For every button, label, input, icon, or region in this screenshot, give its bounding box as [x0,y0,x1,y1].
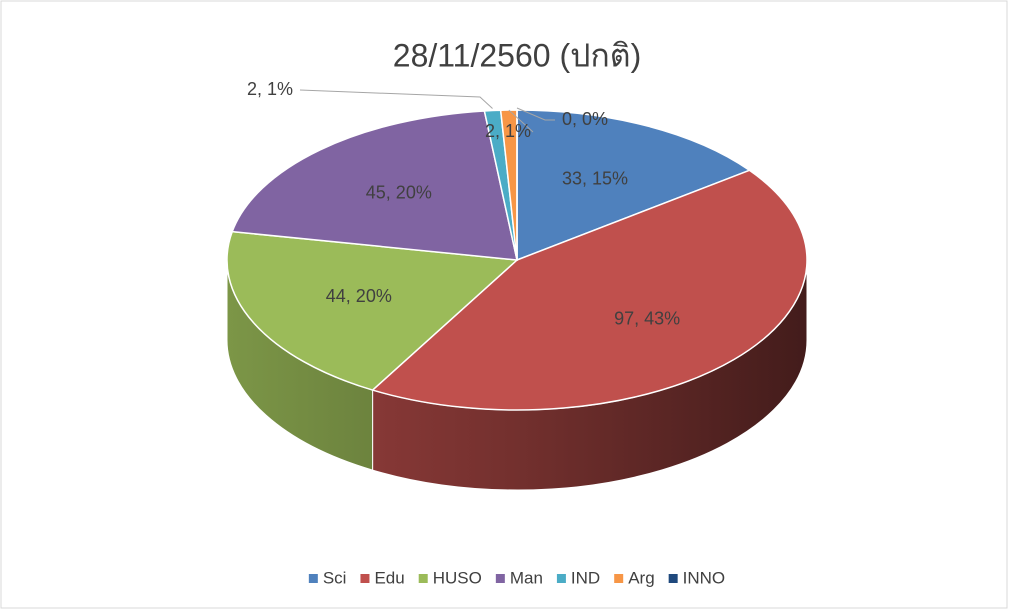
data-label: 2, 1% [485,121,531,141]
legend-swatch [360,574,370,583]
data-label: 44, 20% [326,286,392,306]
legend-label: Man [510,568,543,587]
chart-title: 28/11/2560 (ปกติ) [393,37,641,73]
slice [516,109,752,262]
legend-label: IND [571,568,600,587]
legend-swatch [668,574,678,583]
legend-label: INNO [683,568,726,587]
data-label: 33, 15% [562,168,628,188]
data-label: 45, 20% [366,183,432,203]
data-label: 2, 1% [247,79,293,99]
legend-label: Arg [628,568,654,587]
legend-label: HUSO [433,568,482,587]
legend-swatch [495,574,505,583]
data-label: 0, 0% [562,109,608,129]
slice [371,169,808,411]
slice [231,110,518,261]
legend-label: Sci [323,568,347,587]
leader-line [299,89,493,109]
leader-line [508,109,534,133]
legend-swatch [556,574,566,583]
legend-label: Edu [374,568,404,587]
legend-swatch [308,574,318,583]
slice [226,230,519,391]
data-label: 97, 43% [614,308,680,328]
legend-swatch [614,574,624,583]
leader-line [516,107,555,121]
legend-swatch [418,574,428,583]
